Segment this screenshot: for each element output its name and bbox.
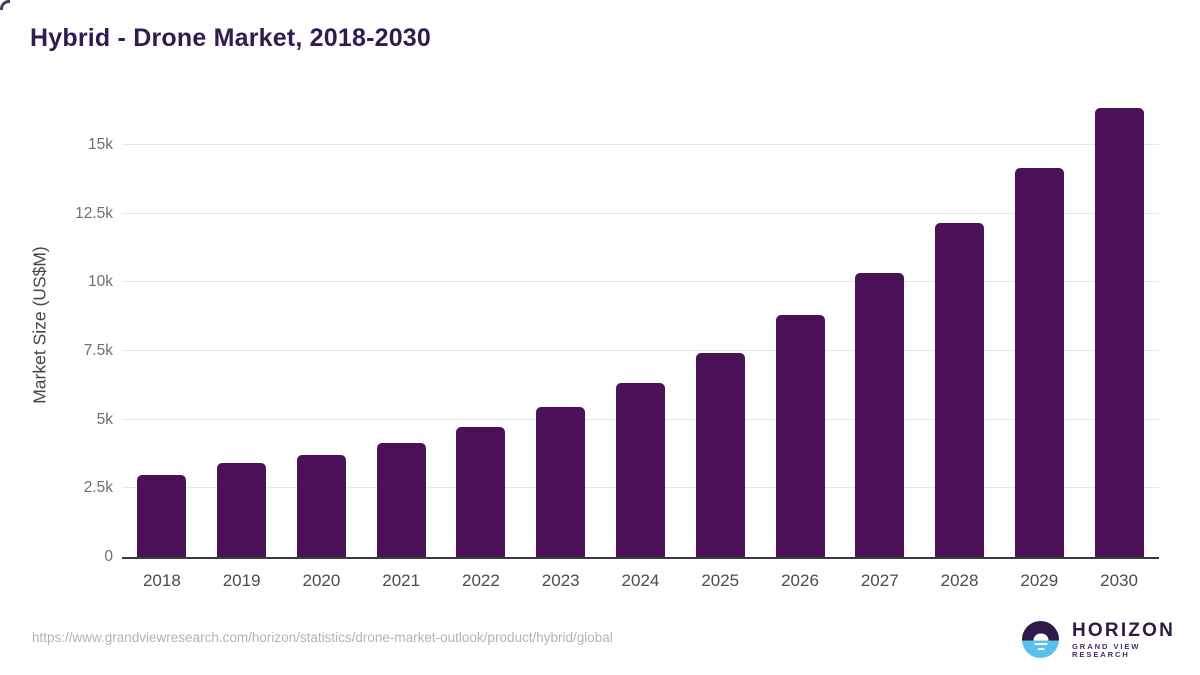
logo-subtitle: GRAND VIEW RESEARCH <box>1072 642 1141 659</box>
bar-2025[interactable] <box>695 353 745 557</box>
x-tick-label-2019: 2019 <box>222 571 261 590</box>
bar-2023[interactable] <box>536 407 586 557</box>
y-tick-label-2.5k: 2.5k <box>83 479 113 497</box>
x-tick-label-2025: 2025 <box>701 571 740 590</box>
y-tick-label-0: 0 <box>104 548 113 565</box>
x-tick-label-2022: 2022 <box>462 571 500 590</box>
bar-2024[interactable] <box>615 382 665 557</box>
y-tick-label-5k: 5k <box>96 410 113 428</box>
bar-2022[interactable] <box>456 427 506 557</box>
bar-cell-2018: 2018 <box>122 108 202 590</box>
logo-name: HORIZON <box>1072 620 1176 641</box>
chart-title: Hybrid - Drone Market, 2018-2030 <box>30 24 432 52</box>
bar-2028[interactable] <box>935 223 985 557</box>
bar-cell-2023: 2023 <box>521 108 601 590</box>
wave-line-icon <box>1037 647 1044 651</box>
gridline-15k <box>122 143 1159 145</box>
bar-cell-2022: 2022 <box>441 108 521 590</box>
x-tick-label-2018: 2018 <box>142 571 181 590</box>
bar-2020[interactable] <box>296 455 346 557</box>
x-tick-label-2026: 2026 <box>781 571 819 590</box>
x-tick-label-2021: 2021 <box>382 571 421 590</box>
plot-area: 2018 2019 2020 2021 2022 2023 2024 2025 2026 2027… <box>75 107 1159 590</box>
source-url: https://www.grandviewresearch.com/horizo… <box>32 630 613 645</box>
wave-line-icon <box>1034 642 1047 646</box>
bars-container: 2018 2019 2020 2021 2022 2023 2024 2025 2026 2027… <box>122 107 1159 590</box>
card-corner-border <box>0 0 10 10</box>
x-tick-label-2029: 2029 <box>1020 571 1059 590</box>
bar-2027[interactable] <box>855 272 905 557</box>
bar-cell-2021: 2021 <box>361 108 441 590</box>
y-tick-label-7.5k: 7.5k <box>83 341 113 359</box>
gridline-12.5k <box>122 212 1159 214</box>
bar-2029[interactable] <box>1014 168 1064 557</box>
gridline-10k <box>122 281 1159 283</box>
bar-cell-2020: 2020 <box>282 108 362 590</box>
bar-2021[interactable] <box>376 442 426 557</box>
bar-2030[interactable] <box>1094 107 1144 557</box>
x-tick-label-2027: 2027 <box>860 571 899 590</box>
y-tick-label-15k: 15k <box>88 135 113 153</box>
bar-2018[interactable] <box>137 475 187 557</box>
x-tick-label-2030: 2030 <box>1100 571 1138 590</box>
sun-icon <box>1033 633 1048 641</box>
y-tick-label-12.5k: 12.5k <box>75 204 113 222</box>
bar-cell-2026: 2026 <box>760 108 840 590</box>
x-tick-label-2020: 2020 <box>302 571 341 590</box>
x-tick-label-2023: 2023 <box>541 571 580 590</box>
bar-2019[interactable] <box>217 462 267 557</box>
bar-cell-2027: 2027 <box>840 108 920 590</box>
gridline-7.5k <box>122 349 1159 351</box>
y-tick-label-10k: 10k <box>88 273 113 291</box>
bar-cell-2025: 2025 <box>680 108 760 590</box>
bar-cell-2019: 2019 <box>202 108 282 590</box>
logo-text: HORIZON GRAND VIEW RESEARCH <box>1072 621 1200 658</box>
x-tick-label-2028: 2028 <box>940 571 979 590</box>
bar-cell-2028: 2028 <box>920 108 1000 590</box>
horizon-logo[interactable]: HORIZON GRAND VIEW RESEARCH <box>1022 621 1200 659</box>
bar-2026[interactable] <box>775 315 825 557</box>
horizon-sunrise-circle-icon <box>1022 621 1059 659</box>
y-axis-title: Market Size (US$M) <box>29 246 50 404</box>
bar-cell-2024: 2024 <box>601 108 681 590</box>
x-tick-label-2024: 2024 <box>621 571 660 590</box>
bar-cell-2030: 2030 <box>1079 107 1159 590</box>
bar-cell-2029: 2029 <box>999 108 1079 590</box>
